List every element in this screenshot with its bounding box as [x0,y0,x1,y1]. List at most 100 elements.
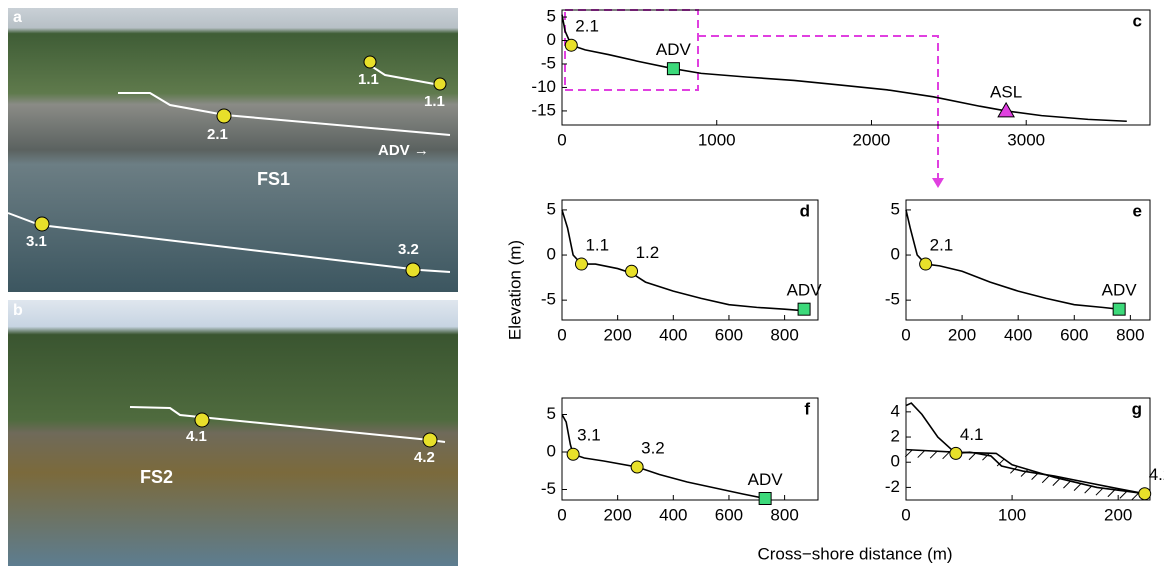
hatch [1084,485,1093,494]
station-marker [1138,487,1152,501]
panel-label: d [800,201,810,220]
transect [118,92,451,136]
y-tick-label: 0 [547,30,556,49]
station-label: ADV [1102,281,1138,300]
station-marker [630,460,644,474]
x-tick-label: 200 [1104,505,1132,524]
x-tick-label: 400 [659,325,687,344]
profile-line [561,414,766,500]
station [34,216,50,232]
x-tick-label: 0 [557,325,566,344]
arrow-head [932,178,944,188]
station-label: 1.1 [585,236,609,255]
x-tick-label: 0 [901,325,910,344]
y-tick-label: 0 [891,245,900,264]
y-tick-label: -10 [531,77,556,96]
y-tick-label: 0 [547,245,556,264]
station-label: 3.2 [398,241,419,258]
photo-a: a FS1 1.1 1.1 2.1 ADV → 3.1 3.2 [7,8,458,292]
station-label: 4.2 [414,449,435,466]
y-tick-label: 5 [547,199,556,218]
x-tick-label: 600 [715,325,743,344]
station-label: ADV [748,470,784,489]
x-tick-label: 800 [1116,325,1144,344]
plot-frame [561,199,819,321]
hatch [982,452,990,461]
x-tick-label: 800 [770,505,798,524]
x-tick-label: 200 [603,325,631,344]
station-label: 2.1 [207,126,228,143]
station-label: 3.1 [577,426,601,445]
y-tick-label: -5 [541,53,556,72]
hatch [1041,475,1050,484]
y-tick-label: 2 [891,427,900,446]
y-tick-label: 0 [891,452,900,471]
y-tick-label: -5 [541,290,556,309]
profile-line [561,209,807,312]
hatch [929,450,938,459]
x-tick-label: 0 [901,505,910,524]
station-label: 4.2 [1149,465,1164,484]
hatch [904,449,913,458]
x-tick-label: 0 [557,130,566,149]
station-marker [666,62,680,76]
x-tick-label: 800 [770,325,798,344]
hatch [1095,487,1104,496]
station-label: 4.1 [186,428,207,445]
x-tick-label: 600 [715,505,743,524]
hatch [942,451,950,460]
station-marker [564,38,578,52]
y-tick-label: -5 [885,290,900,309]
station-marker [919,257,933,271]
station-label: 3.2 [641,438,665,457]
x-tick-label: 2000 [853,130,891,149]
station-marker [949,446,963,460]
profile-line [905,209,1120,310]
hatch [1063,480,1071,489]
station [433,77,447,91]
site-label: FS1 [257,169,290,189]
station-label: ADV [656,40,692,59]
hatch [1020,469,1029,477]
x-tick-label: 200 [603,505,631,524]
station [422,432,438,448]
station-marker [1112,302,1126,316]
x-axis-label: Cross−shore distance (m) [757,544,952,563]
y-axis-label: Elevation (m) [505,240,524,340]
transect [7,212,451,273]
station [405,262,421,278]
y-tick-label: 5 [547,404,556,423]
panel-label: e [1133,201,1142,220]
station-label: ADV → [378,142,429,159]
station-label: 3.1 [26,233,47,250]
plot-frame [905,397,1151,501]
station-marker [997,101,1015,118]
y-tick-label: -15 [531,100,556,119]
hatch [1073,483,1082,491]
y-tick-label: 4 [891,401,900,420]
plot-frame [561,9,1151,126]
station [363,55,377,69]
station-label: 1.1 [358,71,379,88]
profile-line [905,402,1145,495]
x-tick-label: 400 [1004,325,1032,344]
station [194,412,210,428]
y-tick-label: 0 [547,441,556,460]
hatch [1052,478,1061,486]
station-marker [574,257,588,271]
y-tick-label: -2 [885,477,900,496]
hatch [1131,492,1140,501]
x-tick-label: 100 [998,505,1026,524]
site-label: FS2 [140,467,173,487]
x-tick-label: 1000 [698,130,736,149]
panel-label: c [1133,11,1142,30]
photo [8,300,458,566]
station-marker [625,264,639,278]
y-tick-label: 5 [547,7,556,26]
y-tick-label: 5 [891,199,900,218]
station-label: 2.1 [930,236,954,255]
panel-label: b [13,302,23,319]
panel-label: g [1132,399,1142,418]
hatch [996,458,1005,467]
